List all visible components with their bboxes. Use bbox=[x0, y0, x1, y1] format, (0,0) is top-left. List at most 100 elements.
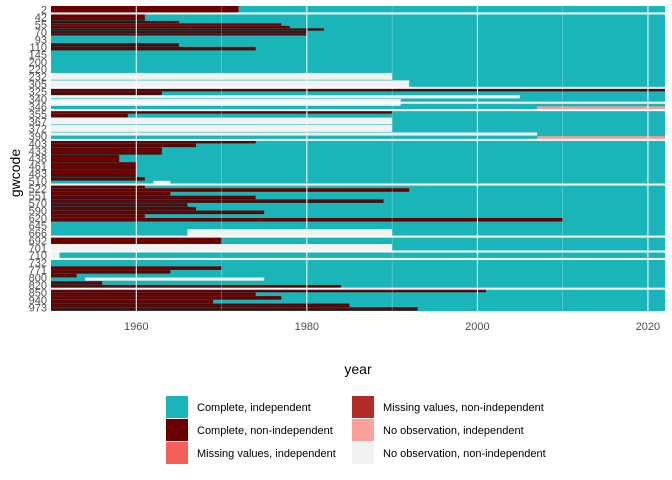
x-tick-1960: 1960 bbox=[124, 321, 148, 333]
segment-110-1 bbox=[51, 46, 256, 51]
y-tick-461: 461 bbox=[29, 161, 47, 173]
y-tick-42: 42 bbox=[35, 12, 47, 24]
segment-522-1 bbox=[51, 188, 410, 192]
y-axis-title: gwcode bbox=[7, 149, 23, 197]
y-tick-110: 110 bbox=[29, 42, 47, 54]
separator-346 bbox=[51, 109, 665, 112]
y-tick-940: 940 bbox=[29, 295, 47, 307]
segment-55-1 bbox=[51, 23, 282, 26]
y-tick-200: 200 bbox=[29, 57, 47, 69]
segment-522-0 bbox=[51, 184, 145, 188]
segment-820-1 bbox=[51, 284, 341, 289]
segment-940-0 bbox=[51, 296, 282, 300]
y-tick-800: 800 bbox=[29, 273, 47, 285]
y-tick-220: 220 bbox=[29, 64, 47, 76]
segment-850-0 bbox=[51, 288, 486, 292]
y-tick-645: 645 bbox=[29, 220, 47, 232]
segment-2-0 bbox=[51, 6, 239, 13]
legend-swatch-1 bbox=[166, 419, 188, 441]
segment-340-1 bbox=[51, 98, 401, 103]
segment-325-0 bbox=[51, 87, 665, 91]
segment-55-2 bbox=[51, 25, 290, 28]
segment-346-0 bbox=[51, 102, 401, 106]
segment-340-0 bbox=[51, 95, 521, 99]
y-tick-510: 510 bbox=[29, 176, 47, 188]
segment-483-0 bbox=[51, 169, 137, 177]
segment-510-1 bbox=[153, 180, 171, 184]
plot-area bbox=[51, 6, 665, 311]
y-tick-551: 551 bbox=[29, 191, 47, 203]
segment-461-0 bbox=[51, 162, 137, 170]
separator-701 bbox=[51, 250, 665, 253]
segment-590-1 bbox=[51, 210, 265, 214]
segment-570-1 bbox=[51, 203, 188, 207]
x-tick-1980: 1980 bbox=[295, 321, 319, 333]
legend-label-2: Missing values, independent bbox=[197, 448, 336, 460]
y-tick-145: 145 bbox=[29, 49, 47, 61]
segment-551-1 bbox=[51, 195, 256, 199]
segment-110-0 bbox=[51, 43, 179, 47]
legend-label-5: No observation, non-independent bbox=[383, 448, 546, 460]
y-tick-355: 355 bbox=[29, 109, 47, 121]
segment-390-1 bbox=[537, 136, 665, 140]
y-tick-973: 973 bbox=[29, 302, 47, 314]
y-tick-701: 701 bbox=[29, 243, 47, 255]
legend-label-4: No observation, independent bbox=[383, 425, 524, 437]
segment-390-0 bbox=[51, 132, 538, 136]
legend-label-3: Missing values, non-independent bbox=[383, 402, 544, 414]
segment-800-1 bbox=[85, 277, 265, 281]
legend-label-1: Complete, non-independent bbox=[197, 425, 333, 437]
y-tick-771: 771 bbox=[29, 265, 47, 277]
segment-850-1 bbox=[51, 292, 256, 296]
y-axis-ticks: 2425570931101452002202323053253403463553… bbox=[29, 5, 47, 315]
separator-710 bbox=[51, 257, 665, 260]
y-tick-55: 55 bbox=[35, 20, 47, 32]
plot-background bbox=[51, 6, 665, 311]
segment-305-0 bbox=[51, 80, 410, 88]
y-tick-340: 340 bbox=[29, 94, 47, 106]
segment-820-0 bbox=[51, 281, 103, 285]
y-tick-325: 325 bbox=[29, 87, 47, 99]
segment-42-0 bbox=[51, 13, 145, 21]
segment-70-1 bbox=[51, 30, 307, 33]
separator-820 bbox=[51, 287, 665, 290]
y-tick-305: 305 bbox=[29, 79, 47, 91]
y-tick-403: 403 bbox=[29, 139, 47, 151]
legend-swatch-2 bbox=[166, 442, 188, 464]
segment-510-0 bbox=[51, 177, 145, 181]
y-tick-390: 390 bbox=[29, 131, 47, 143]
y-tick-850: 850 bbox=[29, 287, 47, 299]
separator-666 bbox=[51, 235, 665, 238]
x-tick-2000: 2000 bbox=[465, 321, 489, 333]
segment-355-1 bbox=[51, 113, 128, 117]
segment-590-0 bbox=[51, 206, 196, 210]
separator-510 bbox=[51, 183, 665, 186]
legend-label-0: Complete, independent bbox=[197, 402, 311, 414]
segment-325-1 bbox=[51, 91, 162, 95]
segment-403-0 bbox=[51, 139, 256, 144]
segment-973-0 bbox=[51, 303, 350, 307]
y-tick-70: 70 bbox=[35, 27, 47, 39]
separator-2 bbox=[51, 12, 665, 15]
y-tick-710: 710 bbox=[29, 250, 47, 262]
segment-940-1 bbox=[51, 299, 214, 303]
y-tick-483: 483 bbox=[29, 168, 47, 180]
segment-55-0 bbox=[51, 20, 179, 23]
y-tick-2: 2 bbox=[41, 5, 47, 17]
segment-771-1 bbox=[51, 270, 171, 274]
y-tick-522: 522 bbox=[29, 183, 47, 195]
segment-800-0 bbox=[51, 273, 77, 277]
y-tick-232: 232 bbox=[29, 72, 47, 84]
segment-70-0 bbox=[51, 28, 324, 31]
segment-710-0 bbox=[51, 251, 60, 259]
y-tick-346: 346 bbox=[29, 101, 47, 113]
y-tick-570: 570 bbox=[29, 198, 47, 210]
segment-70-2 bbox=[51, 33, 307, 36]
segment-438-0 bbox=[51, 154, 120, 162]
y-tick-590: 590 bbox=[29, 206, 47, 218]
legend-swatch-0 bbox=[166, 396, 188, 418]
y-tick-820: 820 bbox=[29, 280, 47, 292]
y-tick-620: 620 bbox=[29, 213, 47, 225]
y-tick-372: 372 bbox=[29, 124, 47, 136]
